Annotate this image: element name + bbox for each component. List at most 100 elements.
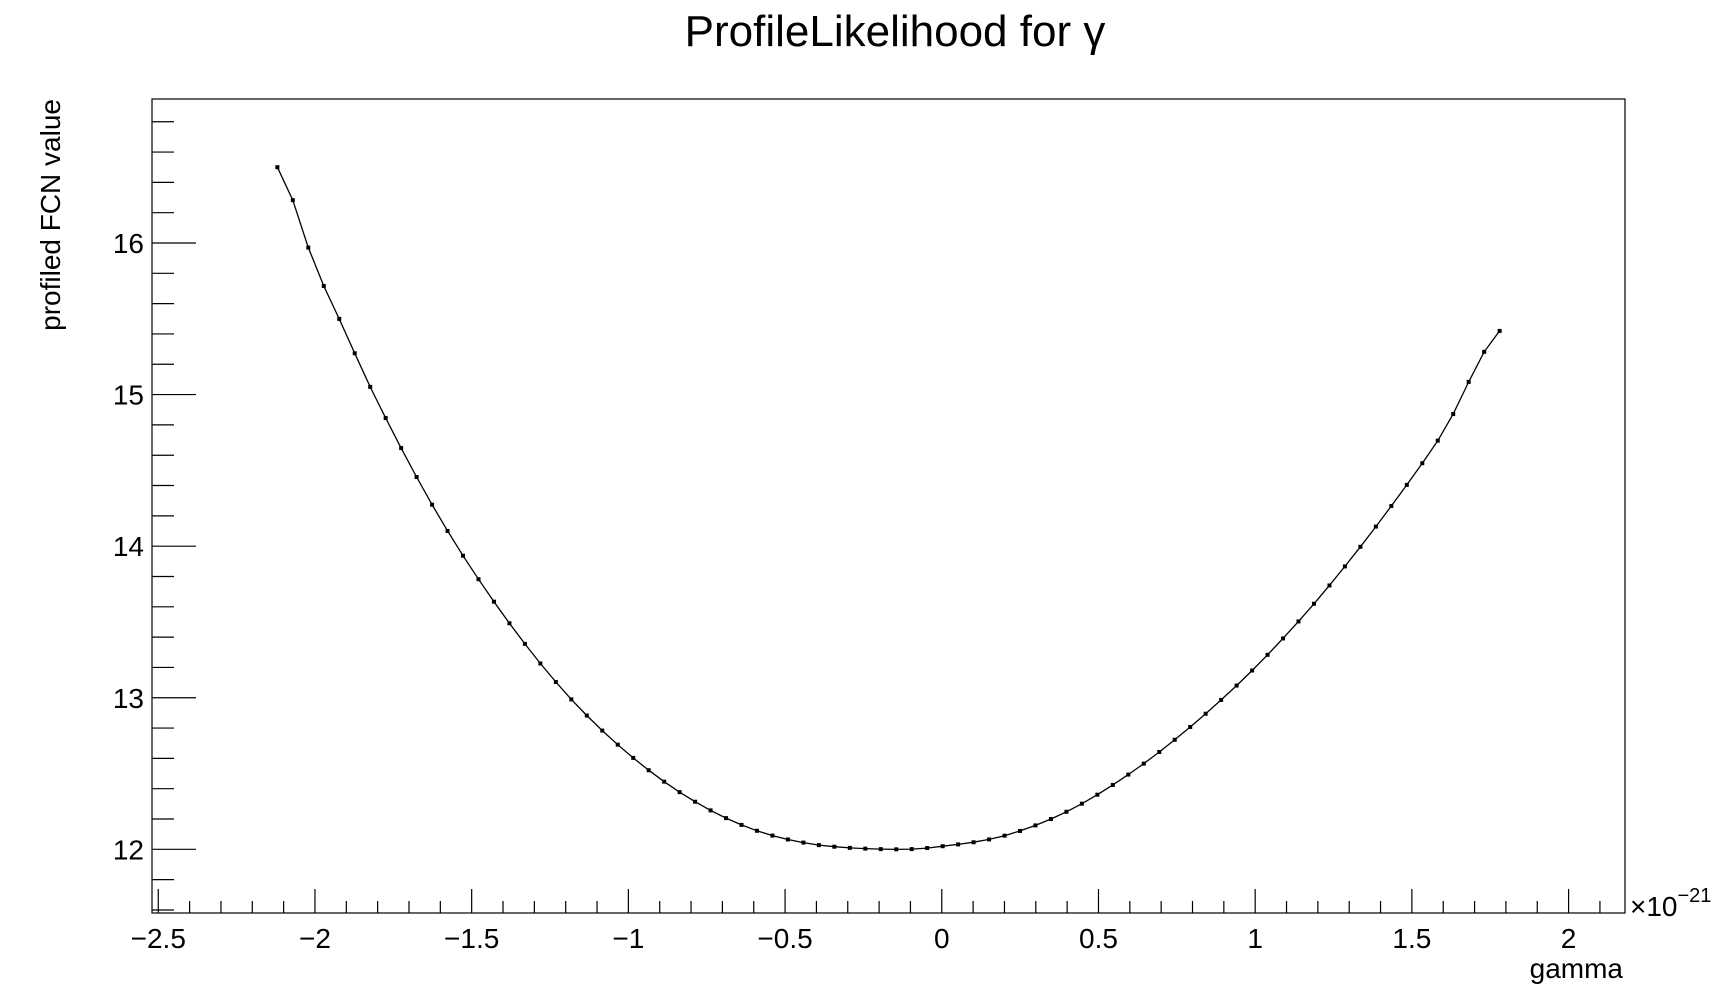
data-point [847,845,852,850]
data-point [1482,349,1487,354]
data-point [894,847,899,852]
data-point [708,808,713,813]
x-tick-label: 1 [1247,923,1263,954]
data-point [1420,461,1425,466]
data-point [1435,438,1440,443]
data-point [1033,823,1038,828]
data-point [909,847,914,852]
data-point [1064,809,1069,814]
data-point [1219,697,1224,702]
x-tick-label: −0.5 [757,923,812,954]
data-point [1250,668,1255,673]
data-point [1126,772,1131,777]
x-tick-label: −2.5 [131,923,186,954]
data-point [816,843,821,848]
data-point [724,816,729,821]
y-axis: 12 13 14 15 16 [113,121,196,911]
x-exponent-power: −21 [1678,885,1712,907]
data-point [1018,828,1023,833]
data-point [461,553,466,558]
data-point [1188,724,1193,729]
x-tick-label: 0.5 [1079,923,1118,954]
data-point [693,799,698,804]
data-point [1095,792,1100,797]
data-point [1172,737,1177,742]
data-point [1389,503,1394,508]
data-point [306,245,311,250]
data-point [491,599,496,604]
data-point [1342,564,1347,569]
data-point [1404,482,1409,487]
data-point [321,284,326,289]
data-point [414,475,419,480]
x-axis: −2.5 −2 −1.5 −1 −0.5 0 0.5 1 1.5 2 [131,889,1601,954]
data-point [476,577,481,582]
x-exponent-base: ×10 [1630,891,1678,922]
data-point [1265,652,1270,657]
data-point [925,846,930,851]
y-axis-label: profiled FCN value [35,99,66,331]
plot-frame [151,98,1626,914]
data-point [677,790,682,795]
data-point [615,742,620,747]
data-point [584,713,589,718]
x-tick-label: −2 [299,923,331,954]
data-point [832,844,837,849]
data-point [1373,524,1378,529]
series-line [276,166,1501,851]
y-tick-label: 13 [113,683,144,714]
data-point [569,697,574,702]
data-point [352,351,357,356]
data-point [940,844,945,849]
data-point [1002,833,1007,838]
data-point [770,833,775,838]
x-tick-label: 1.5 [1392,923,1431,954]
data-point [1203,711,1208,716]
data-point [383,416,388,421]
data-point [368,384,373,389]
x-tick-label: −1 [612,923,644,954]
data-point [507,621,512,626]
data-point [1358,544,1363,549]
y-tick-label: 14 [113,531,144,562]
data-point [956,842,961,847]
x-exponent-label: ×10−21 [1630,885,1711,922]
y-tick-label: 16 [113,228,144,259]
data-markers [275,165,1502,852]
data-point [662,779,667,784]
data-point [1296,619,1301,624]
y-tick-label: 12 [113,834,144,865]
x-axis-label: gamma [1530,953,1624,984]
data-point [739,822,744,827]
data-point [785,837,790,842]
data-point [1141,761,1146,766]
data-point [1234,683,1239,688]
data-point [1157,749,1162,754]
x-tick-label: 2 [1561,923,1577,954]
data-point [1048,817,1053,822]
data-point [275,165,280,170]
data-point [399,446,404,451]
data-point [1281,636,1286,641]
data-point [290,198,295,203]
data-point [430,502,435,507]
data-point [1311,601,1316,606]
chart-title: ProfileLikelihood for γ [685,7,1106,56]
data-point [445,528,450,533]
x-tick-label: 0 [934,923,950,954]
data-point [553,680,558,685]
data-point [646,768,651,773]
data-point [538,661,543,666]
data-point [987,837,992,842]
data-point [600,728,605,733]
data-point [1497,328,1502,333]
data-point [631,755,636,760]
data-point [971,840,976,845]
data-point [878,847,883,852]
y-tick-label: 15 [113,380,144,411]
data-point [754,828,759,833]
data-point [522,641,527,646]
data-point [1451,411,1456,416]
data-point [1079,801,1084,806]
